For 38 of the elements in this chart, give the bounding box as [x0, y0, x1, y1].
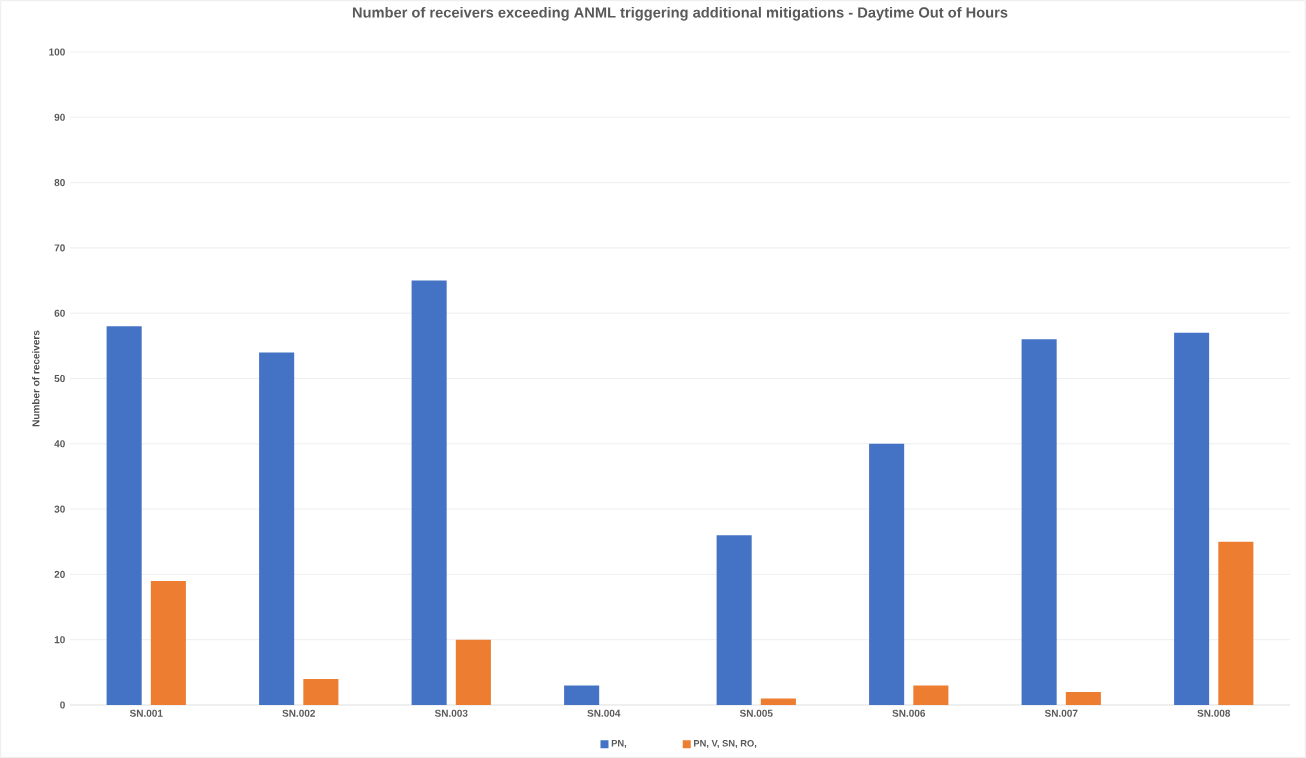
- bar: [1021, 339, 1057, 705]
- chart-title: Number of receivers exceeding ANML triggering additional mitigations - Daytime Out of Hours: [352, 6, 1008, 21]
- legend-label: PN, V, SN, RO,: [694, 740, 757, 748]
- x-tick-label: SN.006: [892, 709, 926, 717]
- y-tick-label: 80: [54, 179, 65, 187]
- x-tick-label: SN.005: [739, 709, 773, 717]
- bar: [1065, 691, 1101, 705]
- bar: [913, 685, 949, 705]
- legend-label: PN,: [611, 740, 627, 748]
- y-tick-label: 30: [54, 505, 65, 513]
- x-tick-label: SN.007: [1044, 709, 1078, 717]
- y-axis-title: Number of receivers: [32, 330, 40, 427]
- x-tick-label: SN.001: [129, 709, 163, 717]
- bar: [564, 685, 600, 705]
- y-tick-label: 70: [54, 244, 65, 252]
- y-tick-label: 50: [54, 374, 65, 383]
- bar: [106, 326, 142, 705]
- bar: [259, 352, 295, 705]
- bar: [303, 678, 339, 705]
- x-tick-label: SN.004: [587, 709, 621, 717]
- bar: [411, 280, 447, 705]
- y-tick-label: 90: [54, 113, 65, 121]
- bar: [760, 698, 796, 705]
- y-tick-label: 20: [54, 570, 65, 578]
- bar: [150, 580, 186, 705]
- bar: [716, 535, 752, 705]
- y-tick-label: 100: [49, 48, 65, 56]
- x-tick-label: SN.002: [282, 709, 316, 717]
- y-tick-label: 10: [54, 636, 65, 644]
- y-tick-label: 40: [54, 440, 65, 448]
- x-tick-label: SN.008: [1197, 709, 1231, 717]
- bar: [1218, 541, 1254, 705]
- bar: [455, 639, 491, 705]
- y-tick-label: 60: [54, 309, 65, 317]
- y-tick-label: 0: [60, 701, 65, 709]
- x-tick-label: SN.003: [434, 709, 468, 717]
- bar: [869, 443, 905, 705]
- bar: [1174, 332, 1210, 705]
